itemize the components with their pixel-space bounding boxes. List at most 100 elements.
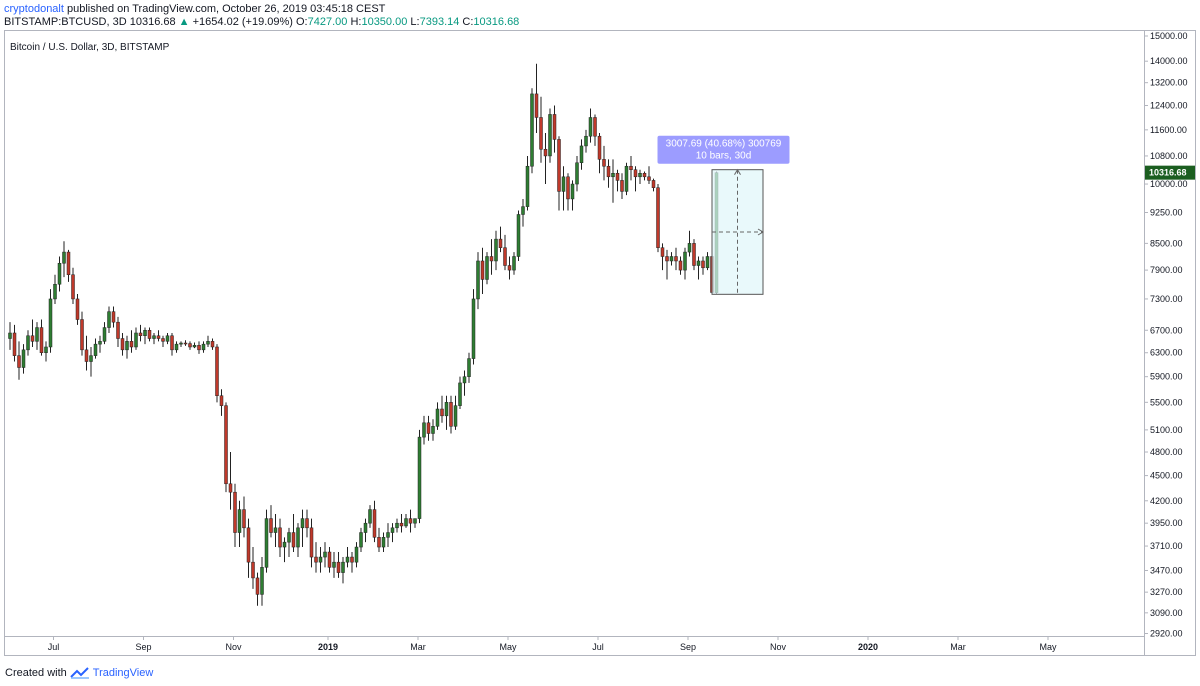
candle xyxy=(390,523,395,543)
author-link[interactable]: cryptodonalt xyxy=(4,3,64,15)
candle xyxy=(291,514,296,553)
candle xyxy=(399,514,404,533)
candle-body xyxy=(138,332,143,336)
candle-body xyxy=(512,256,516,271)
candle-body xyxy=(318,556,323,563)
tradingview-brand[interactable]: TradingView xyxy=(92,667,154,679)
time-axis[interactable]: Jul Sep Nov 2019 Mar May Jul Sep Nov 2020 Mar May xyxy=(48,636,1057,652)
candle xyxy=(611,159,615,203)
candle xyxy=(201,341,206,353)
candle-body xyxy=(309,527,314,558)
candle-body xyxy=(305,518,309,529)
candle-body xyxy=(260,567,264,595)
candle xyxy=(30,319,35,347)
candle xyxy=(440,395,444,423)
candle xyxy=(345,547,350,568)
candle xyxy=(476,252,480,310)
candle-body xyxy=(620,180,624,192)
candle-body xyxy=(692,243,696,266)
price-tick-label: 14000.00 xyxy=(1150,56,1188,66)
candle-body xyxy=(647,176,651,181)
candle-body xyxy=(143,330,147,336)
candle-body xyxy=(129,341,134,348)
candle-body xyxy=(165,335,170,342)
candle-body xyxy=(179,342,183,345)
chart-area[interactable]: Bitcoin / U.S. Dollar, 3D, BITSTAMP 3007… xyxy=(4,30,1196,656)
candle xyxy=(579,139,584,170)
candle-body xyxy=(539,117,543,150)
candle xyxy=(111,306,116,328)
candle-body xyxy=(363,522,368,533)
candle xyxy=(336,552,341,578)
candle-body xyxy=(386,532,390,538)
price-tick-label: 10800.00 xyxy=(1150,151,1188,161)
candle xyxy=(417,429,422,524)
candle xyxy=(116,316,120,347)
candle-body xyxy=(516,214,521,257)
candle xyxy=(363,518,368,543)
candle xyxy=(341,557,345,584)
candle-body xyxy=(71,274,75,300)
candle-body xyxy=(588,117,593,137)
candle-body xyxy=(17,355,21,368)
candle xyxy=(183,340,188,346)
candle xyxy=(386,523,390,548)
time-tick-label: Jul xyxy=(592,642,604,652)
footer: Created with TradingView xyxy=(5,667,153,679)
candle-body xyxy=(93,343,98,356)
chart-svg[interactable]: Bitcoin / U.S. Dollar, 3D, BITSTAMP 3007… xyxy=(4,30,1196,656)
candle-body xyxy=(534,93,539,118)
price-tick-label: 5500.00 xyxy=(1150,397,1183,407)
candle xyxy=(665,249,669,280)
candle-body xyxy=(192,345,197,348)
candle xyxy=(525,155,530,211)
candle xyxy=(534,63,539,134)
candle xyxy=(260,557,264,606)
candle-body xyxy=(111,311,116,323)
low-label: L: xyxy=(410,16,420,28)
change-text: +1654.02 (+19.09%) xyxy=(192,16,293,28)
price-axis[interactable]: 15000.00 14000.00 13200.00 12400.00 11600.00… xyxy=(1144,31,1195,638)
price-tick-label: 6700.00 xyxy=(1150,325,1183,335)
candle xyxy=(516,210,521,261)
candle-body xyxy=(116,321,120,339)
candle xyxy=(107,306,111,333)
candle xyxy=(147,327,152,342)
candle-body xyxy=(228,483,233,493)
candle-body xyxy=(381,537,386,548)
measure-right-arrow-icon xyxy=(757,228,764,236)
candle xyxy=(624,162,629,196)
candle xyxy=(188,341,192,350)
candle xyxy=(435,402,440,430)
candle-body xyxy=(696,260,701,266)
candle xyxy=(638,169,642,185)
candle xyxy=(228,452,233,510)
candle xyxy=(35,322,39,350)
candle xyxy=(192,342,197,349)
candle xyxy=(606,159,611,188)
candle xyxy=(156,330,161,342)
candle-body xyxy=(210,341,215,348)
candle xyxy=(174,341,179,353)
candle-body xyxy=(39,327,44,353)
measure-label-line1: 3007.69 (40.68%) 300769 xyxy=(666,139,782,150)
candle-body xyxy=(503,247,507,266)
candle xyxy=(701,256,705,275)
price-tick-label: 11600.00 xyxy=(1150,125,1187,135)
candle xyxy=(395,518,399,533)
time-tick-label: Nov xyxy=(225,642,242,652)
published-text: published on TradingView.com, October 26… xyxy=(67,3,386,15)
candle xyxy=(8,322,12,350)
candle-body xyxy=(84,349,89,362)
candle xyxy=(588,108,593,143)
candle xyxy=(206,335,210,347)
candle xyxy=(44,341,48,362)
price-tick-label: 3470.00 xyxy=(1150,565,1183,575)
time-tick-label: Jul xyxy=(48,642,60,652)
last-price-label: 10316.68 xyxy=(1149,168,1187,178)
candle-body xyxy=(431,426,435,434)
candle xyxy=(503,234,507,271)
candle-body xyxy=(435,408,440,427)
price-tick-label: 15000.00 xyxy=(1150,31,1188,41)
